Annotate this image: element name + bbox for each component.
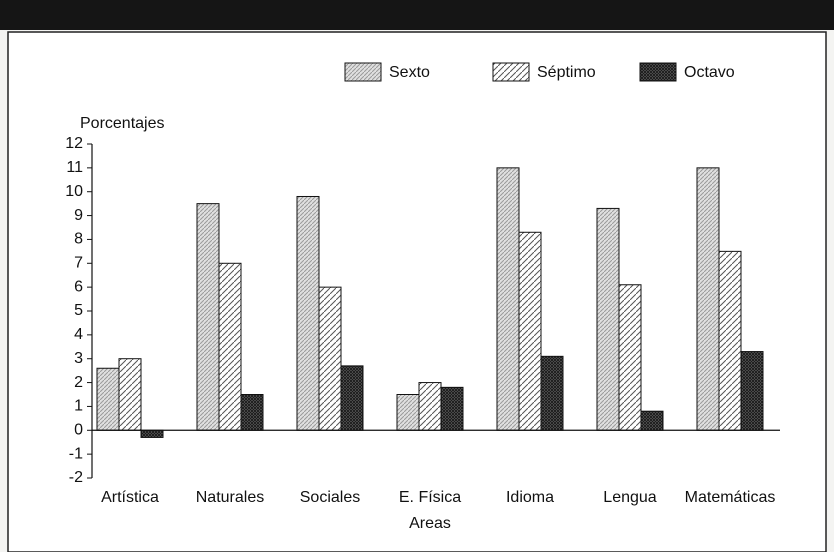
y-tick-label: -2	[69, 469, 83, 486]
y-tick-label: 10	[65, 183, 83, 200]
legend-label: Séptimo	[537, 64, 596, 81]
bar	[118, 358, 142, 431]
bar	[718, 250, 742, 431]
x-tick-label: Sociales	[300, 489, 360, 506]
y-tick-label: 3	[74, 350, 83, 367]
bar	[518, 231, 542, 431]
legend-label: Octavo	[684, 64, 735, 81]
y-tick-label: 8	[74, 231, 83, 248]
y-tick-label: 4	[74, 326, 83, 343]
x-tick-label: Lengua	[603, 489, 656, 506]
legend-swatch	[639, 62, 677, 82]
bar	[196, 203, 220, 431]
bar	[340, 365, 364, 431]
bar	[140, 429, 164, 438]
legend-swatch	[492, 62, 530, 82]
bar	[596, 207, 620, 431]
y-tick-label: 2	[74, 374, 83, 391]
y-axis-label: Porcentajes	[80, 115, 165, 132]
bar	[440, 386, 464, 431]
top-band	[0, 0, 834, 30]
bar	[318, 286, 342, 431]
y-tick-label: 12	[65, 135, 83, 152]
bar	[640, 410, 664, 431]
x-tick-label: E. Física	[399, 489, 461, 506]
x-tick-label: Matemáticas	[685, 489, 776, 506]
bar	[540, 355, 564, 431]
bar	[418, 382, 442, 431]
y-tick-label: -1	[69, 445, 83, 462]
y-tick-label: 5	[74, 302, 83, 319]
bar	[296, 195, 320, 431]
chart-frame	[7, 31, 827, 552]
y-tick-label: 11	[66, 159, 83, 176]
legend-label: Sexto	[389, 64, 430, 81]
y-tick-label: 7	[74, 255, 83, 272]
y-tick-label: 1	[74, 398, 83, 415]
bar	[240, 394, 264, 431]
bar	[96, 367, 120, 431]
x-tick-label: Artística	[101, 489, 159, 506]
bar	[496, 167, 520, 431]
bar	[740, 351, 764, 431]
y-tick-label: 0	[74, 422, 83, 439]
bar	[218, 262, 242, 431]
bar	[618, 284, 642, 431]
bar	[696, 167, 720, 431]
y-tick-label: 6	[74, 278, 83, 295]
bar	[396, 394, 420, 431]
legend-swatch	[344, 62, 382, 82]
y-tick-label: 9	[74, 207, 83, 224]
x-tick-label: Naturales	[196, 489, 264, 506]
x-tick-label: Idioma	[506, 489, 554, 506]
x-axis-label: Areas	[409, 515, 451, 532]
